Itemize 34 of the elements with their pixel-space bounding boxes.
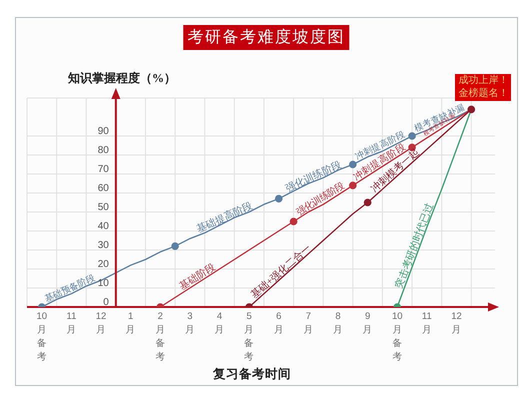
x-tick-label: 5月备考 xyxy=(244,311,254,362)
text: 基础预备阶段 xyxy=(43,272,96,304)
text: 基础+强化二合一 xyxy=(248,242,314,301)
x-tick-label: 12月 xyxy=(451,311,462,336)
y-tick-label: 70 xyxy=(98,164,110,175)
x-tick-label: 10月备考 xyxy=(392,311,403,362)
x-tick-label: 8月 xyxy=(333,311,344,336)
x-tick-label: 3月 xyxy=(184,311,195,336)
x-tick-label: 2月备考 xyxy=(155,311,166,362)
text: 基础提高阶段 xyxy=(194,199,254,236)
x-tick-label: 6月 xyxy=(274,311,284,336)
x-tick-label: 9月 xyxy=(362,311,373,336)
y-tick-label: 50 xyxy=(98,202,110,213)
y-tick-label: 10 xyxy=(98,278,110,289)
y-tick-label: 30 xyxy=(98,240,110,251)
y-tick-label: 0 xyxy=(103,297,110,308)
x-tick-label: 10月备考 xyxy=(36,311,48,362)
chart-title: 考研备考难度坡度图 xyxy=(183,25,349,50)
text: 基础阶段 xyxy=(177,260,218,292)
x-tick-label: 11月 xyxy=(422,311,432,336)
x-axis-title: 复习备考时间 xyxy=(213,366,291,383)
y-tick-label: 60 xyxy=(98,183,110,194)
y-tick-label: 40 xyxy=(98,221,110,232)
y-tick-label: 20 xyxy=(98,259,110,270)
x-tick-label: 7月 xyxy=(303,311,314,336)
y-axis-title: 知识掌握程度（%） xyxy=(68,70,176,87)
x-tick-label: 12月 xyxy=(96,311,106,336)
text: 突击考研的时代已过 xyxy=(392,202,436,290)
x-tick-label: 4月 xyxy=(214,311,225,336)
y-tick-label: 90 xyxy=(98,126,110,137)
x-tick-label: 1月 xyxy=(126,311,136,336)
y-tick-label: 80 xyxy=(98,145,110,156)
x-tick-label: 11月 xyxy=(66,311,76,336)
annotation: 成功上岸！金榜题名！ xyxy=(455,74,512,101)
